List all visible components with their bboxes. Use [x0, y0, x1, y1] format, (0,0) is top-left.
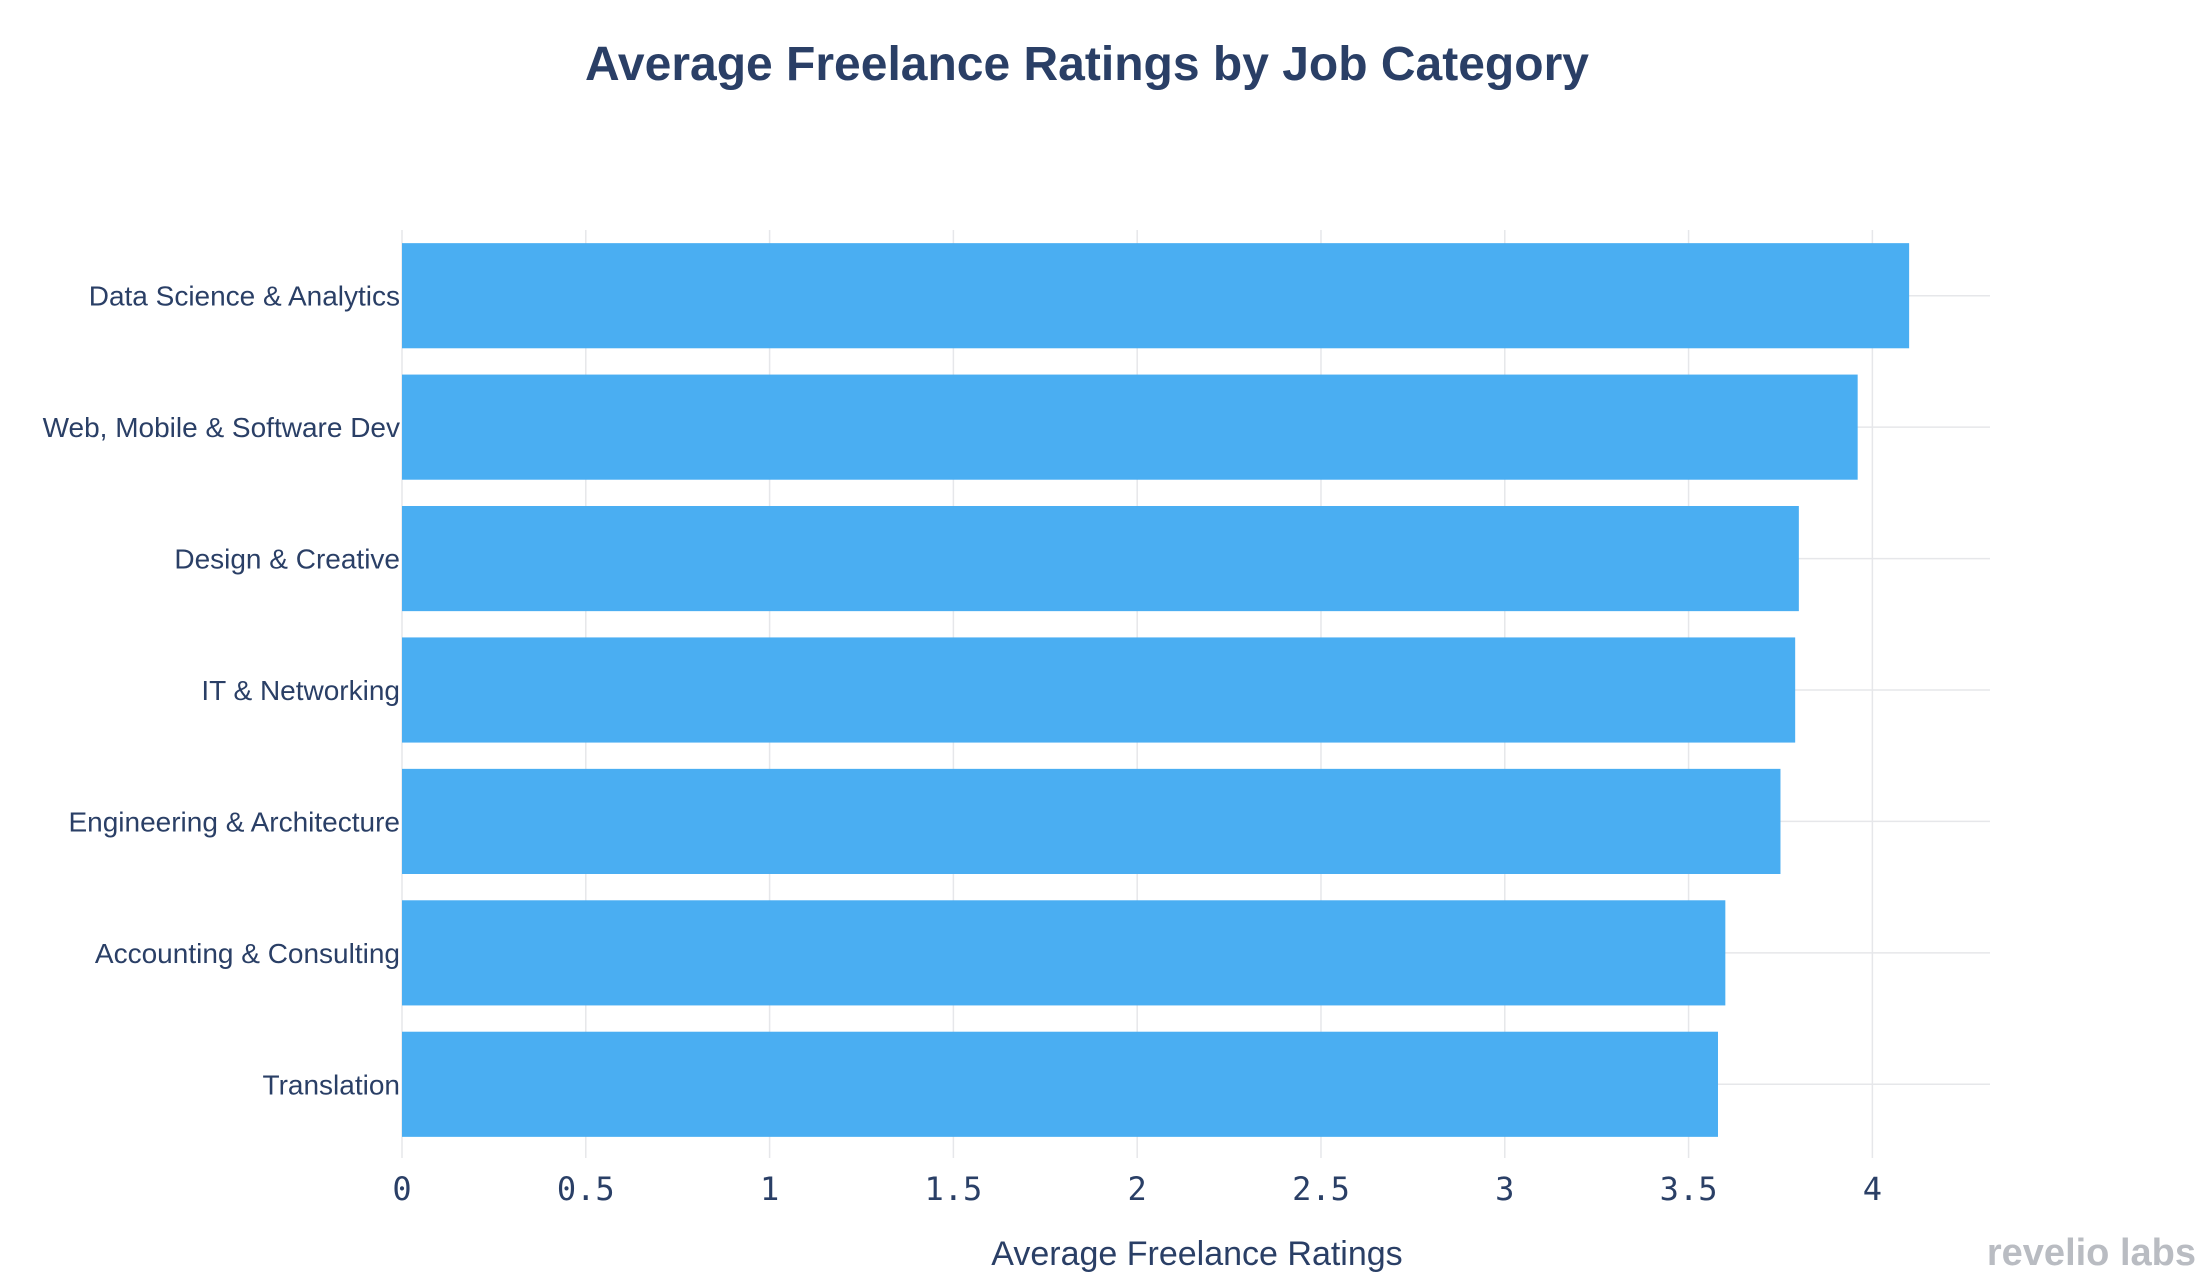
x-tick-label: 2.5: [1292, 1170, 1350, 1208]
category-label: Data Science & Analytics: [89, 281, 400, 312]
bar: [402, 243, 1910, 349]
x-tick-label: 1.5: [924, 1170, 982, 1208]
category-label: IT & Networking: [201, 675, 400, 706]
category-label: Web, Mobile & Software Dev: [43, 412, 400, 443]
bar: [402, 1031, 1718, 1137]
bar: [402, 768, 1781, 874]
bar: [402, 900, 1726, 1006]
x-tick-label: 3.5: [1660, 1170, 1718, 1208]
x-tick-label: 4: [1863, 1170, 1882, 1208]
revelio-labs-logo: revelio labs: [1987, 1232, 2196, 1274]
category-label: Design & Creative: [174, 544, 400, 575]
bars: [402, 243, 1910, 1137]
chart-title: Average Freelance Ratings by Job Categor…: [585, 38, 1589, 91]
x-tick-label: 0: [392, 1170, 411, 1208]
bar: [402, 637, 1796, 743]
category-label: Translation: [263, 1069, 400, 1100]
category-label: Accounting & Consulting: [95, 938, 400, 969]
x-tick-labels: 0 0.5 1 1.5 2 2.5 3 3.5 4: [392, 1170, 1882, 1208]
x-tick-label: 2: [1128, 1170, 1147, 1208]
bar: [402, 506, 1799, 612]
category-label: Engineering & Architecture: [68, 806, 400, 837]
x-tick-label: 0.5: [557, 1170, 615, 1208]
x-tick-label: 1: [760, 1170, 779, 1208]
x-tick-label: 3: [1495, 1170, 1514, 1208]
bar: [402, 374, 1858, 480]
category-labels: Data Science & Analytics Web, Mobile & So…: [43, 281, 400, 1101]
x-axis-title: Average Freelance Ratings: [991, 1235, 1402, 1273]
